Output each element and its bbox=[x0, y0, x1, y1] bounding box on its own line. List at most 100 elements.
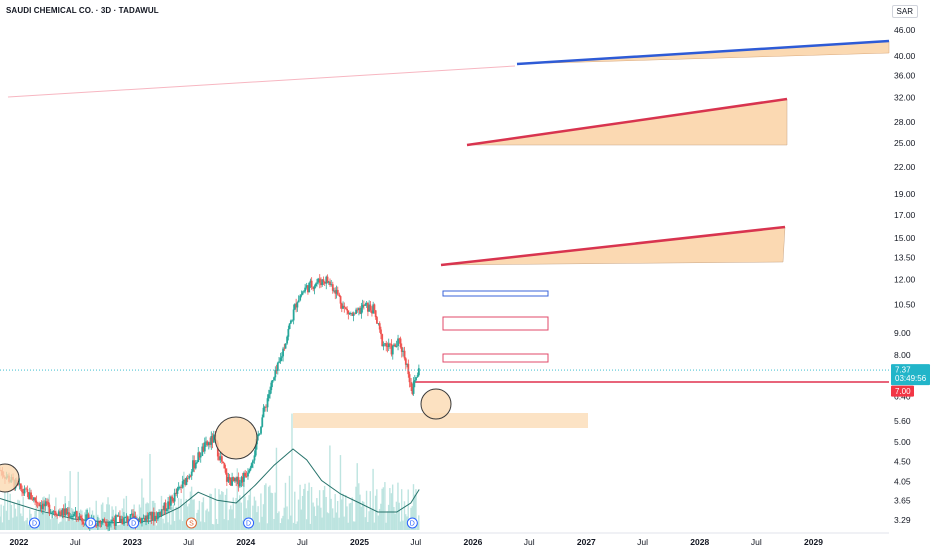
volume-bar bbox=[212, 524, 215, 530]
candle-body bbox=[107, 525, 110, 527]
volume-bar bbox=[292, 522, 295, 530]
volume-bar bbox=[18, 500, 21, 530]
candle-body bbox=[117, 515, 120, 517]
candle-body bbox=[43, 503, 46, 507]
volume-bar bbox=[360, 506, 362, 530]
volume-bar bbox=[181, 521, 184, 530]
x-tick-label: Jul bbox=[70, 537, 81, 547]
volume-bar bbox=[252, 505, 254, 530]
volume-bar bbox=[301, 495, 304, 530]
candle-body bbox=[244, 472, 247, 476]
volume-bar bbox=[343, 516, 345, 530]
event-marker-dividend[interactable]: D bbox=[85, 517, 97, 529]
candle-body bbox=[274, 369, 277, 378]
blue-trendline[interactable] bbox=[516, 39, 890, 66]
volume-bar bbox=[20, 513, 22, 530]
event-marker-dividend[interactable]: D bbox=[243, 517, 255, 529]
volume-bar bbox=[231, 509, 233, 530]
volume-bar bbox=[258, 522, 261, 530]
volume-bar bbox=[308, 482, 310, 530]
support-zone[interactable] bbox=[293, 413, 588, 428]
candle-body bbox=[119, 515, 121, 523]
volume-bar bbox=[27, 524, 30, 530]
candle-body bbox=[316, 282, 318, 284]
circle-2021[interactable] bbox=[0, 463, 20, 493]
candle-body bbox=[26, 489, 29, 493]
level-price-tag bbox=[891, 385, 914, 397]
volume-bar bbox=[106, 504, 108, 530]
currency-badge[interactable]: SAR bbox=[891, 5, 918, 18]
circle-2025[interactable] bbox=[420, 388, 452, 420]
drawing-layer[interactable] bbox=[7, 39, 890, 428]
blue-zone-box[interactable] bbox=[442, 290, 549, 297]
volume-bar bbox=[314, 515, 317, 530]
volume-bar bbox=[352, 521, 355, 530]
candle-body bbox=[224, 468, 227, 473]
volume-bar bbox=[201, 502, 203, 530]
candle-body bbox=[145, 515, 147, 521]
x-tick-label: Jul bbox=[637, 537, 648, 547]
volume-bar bbox=[263, 485, 266, 530]
volume-bar bbox=[208, 511, 210, 530]
faint-trendline[interactable] bbox=[7, 65, 516, 98]
event-marker-dividend[interactable]: D bbox=[128, 517, 140, 529]
volume-bar bbox=[282, 515, 284, 530]
y-tick-label: 3.65 bbox=[894, 496, 911, 506]
candle-body bbox=[143, 517, 146, 521]
candle-body bbox=[258, 433, 261, 435]
volume-bar bbox=[354, 521, 356, 530]
candle-body bbox=[387, 343, 390, 347]
candle-body bbox=[61, 508, 64, 516]
event-marker-dividend[interactable]: D bbox=[406, 517, 418, 529]
candle-body bbox=[38, 503, 41, 507]
candle-body bbox=[95, 525, 98, 527]
volume-bar bbox=[162, 518, 164, 530]
candle-body bbox=[156, 512, 159, 520]
volume-bar bbox=[355, 486, 357, 530]
volume-bar bbox=[228, 509, 231, 530]
red-trendline-lower[interactable] bbox=[440, 225, 786, 267]
volume-bar bbox=[74, 511, 77, 530]
volume-bar bbox=[278, 511, 280, 530]
candle-body bbox=[399, 338, 402, 347]
circle-2023[interactable] bbox=[214, 416, 258, 460]
volume-bar bbox=[59, 522, 61, 530]
event-marker-dividend[interactable]: D bbox=[28, 517, 40, 529]
event-marker-split[interactable]: S bbox=[185, 517, 197, 529]
candle-body bbox=[389, 343, 391, 345]
volume-bar bbox=[318, 490, 321, 530]
red-zone-box-lower[interactable] bbox=[442, 353, 549, 363]
candle-body bbox=[292, 309, 295, 321]
candle-body bbox=[65, 508, 68, 515]
volume-bar bbox=[365, 490, 368, 530]
candle-body bbox=[342, 305, 344, 309]
candle-body bbox=[293, 304, 296, 310]
volume-bar bbox=[203, 522, 206, 530]
volume-bar bbox=[330, 498, 332, 530]
red-zone-box-upper[interactable] bbox=[442, 316, 549, 331]
candle-body bbox=[125, 516, 128, 518]
candle-body bbox=[252, 460, 254, 464]
red-trendline-upper[interactable] bbox=[466, 97, 788, 147]
volume-bar bbox=[403, 501, 406, 530]
volume-bar bbox=[256, 512, 258, 530]
candle-body bbox=[321, 279, 324, 285]
candle-body bbox=[79, 516, 82, 518]
symbol-header[interactable]: SAUDI CHEMICAL CO. · 3D · TADAWUL bbox=[6, 6, 159, 15]
volume-bar bbox=[119, 524, 121, 530]
volume-bar bbox=[230, 505, 232, 530]
volume-bar bbox=[6, 491, 9, 530]
candle-body bbox=[132, 513, 134, 519]
y-tick-label: 10.50 bbox=[894, 299, 916, 309]
circle-drawings[interactable] bbox=[0, 388, 452, 493]
volume-bar bbox=[241, 520, 244, 530]
volume-bar bbox=[347, 522, 349, 530]
volume-bar bbox=[227, 520, 229, 530]
volume-bar bbox=[8, 519, 10, 530]
volume-ma-line bbox=[0, 448, 420, 524]
candle-body bbox=[194, 462, 197, 469]
candle-body bbox=[296, 302, 299, 308]
candle-body bbox=[171, 496, 174, 499]
